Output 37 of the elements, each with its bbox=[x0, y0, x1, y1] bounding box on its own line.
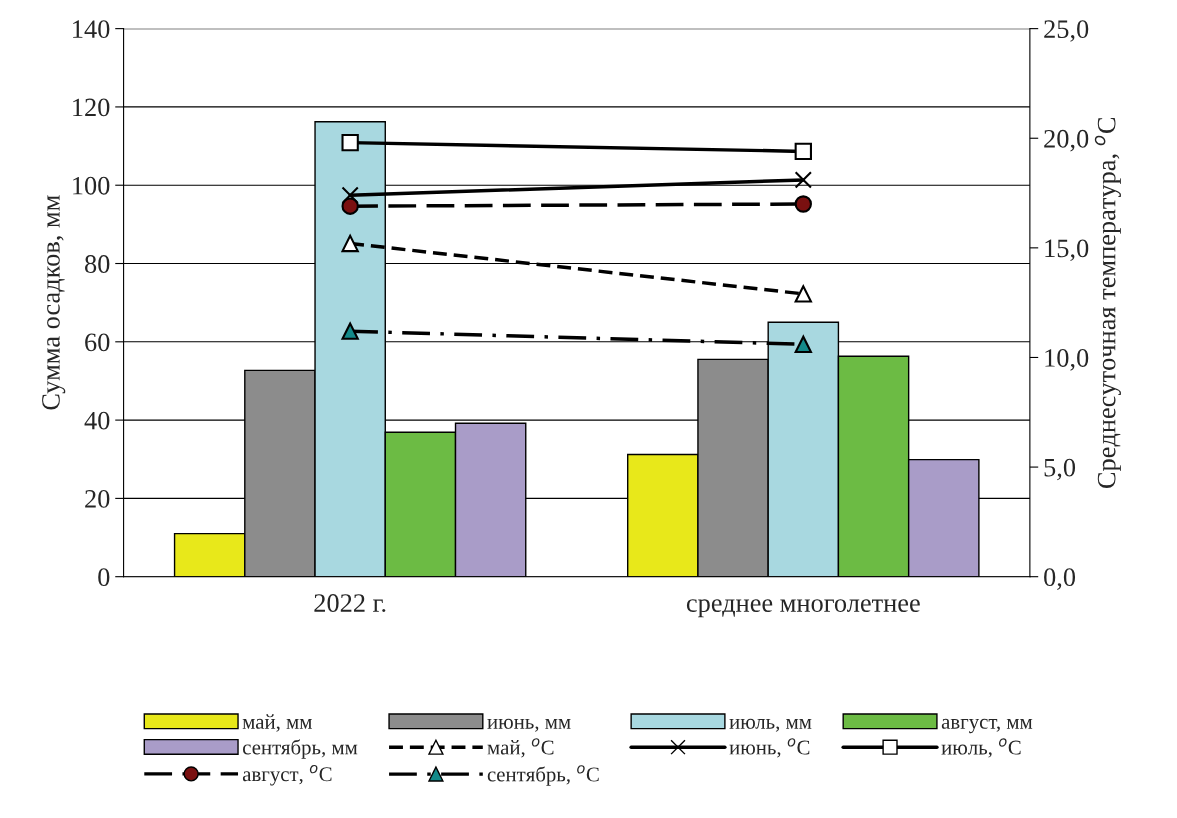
y-tick-label: 0 bbox=[98, 568, 110, 587]
y2-tick-label: 25,0 bbox=[1044, 20, 1089, 42]
y-tick-label: 140 bbox=[73, 20, 110, 39]
y-tick-label: 80 bbox=[85, 255, 110, 273]
y2-tick-label: 10,0 bbox=[1045, 349, 1089, 371]
y2-axis-title: Среднесуточная температура, $^{o}$C bbox=[1094, 117, 1121, 489]
y-tick-label: 120 bbox=[73, 98, 110, 117]
legend-label: май, мм bbox=[242, 714, 312, 732]
legend-label: июль, $^{o}$C bbox=[941, 738, 1021, 758]
y-tick-label: 40 bbox=[84, 411, 110, 430]
legend-label: август, мм bbox=[941, 718, 1033, 734]
y-tick-label: 20 bbox=[85, 490, 110, 508]
point bbox=[341, 234, 359, 253]
legend-label: июнь, $^{o}$C bbox=[729, 738, 810, 758]
legend-label: сентябрь, мм bbox=[242, 739, 358, 759]
legend-label: июль, мм bbox=[729, 718, 812, 732]
y-tick-label: 100 bbox=[73, 176, 110, 195]
point bbox=[794, 335, 812, 353]
point bbox=[794, 171, 812, 189]
y2-tick-label: 5,0 bbox=[1044, 458, 1076, 481]
legend-label: июнь, мм bbox=[487, 718, 571, 732]
point bbox=[341, 186, 359, 204]
y2-tick-label: 0,0 bbox=[1044, 568, 1076, 590]
point bbox=[794, 195, 812, 213]
point bbox=[341, 133, 359, 152]
x-tick-label: 2022 г. bbox=[314, 594, 386, 613]
point bbox=[794, 142, 812, 161]
x-tick-label: среднее многолетнее bbox=[686, 599, 920, 618]
y2-tick-label: 15,0 bbox=[1045, 239, 1089, 262]
y2-tick-label: 20,0 bbox=[1044, 129, 1089, 152]
point bbox=[341, 197, 359, 215]
legend-label: сентябрь, $^{o}$C bbox=[487, 765, 599, 786]
legend-label: август, $^{o}$C bbox=[242, 764, 332, 786]
point bbox=[341, 322, 359, 340]
y-tick-label: 60 bbox=[85, 333, 110, 352]
y-axis-title: Сумма осадков, мм bbox=[42, 195, 66, 410]
legend-label: май, $^{o}$C bbox=[487, 738, 554, 758]
